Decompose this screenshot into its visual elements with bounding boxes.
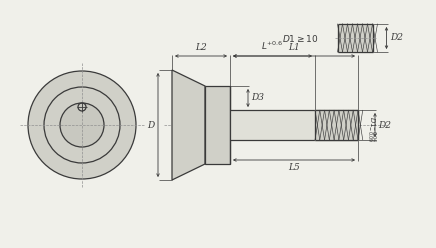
Text: L1: L1 (288, 43, 300, 53)
Text: L5: L5 (288, 163, 300, 173)
Circle shape (28, 71, 136, 179)
Circle shape (60, 103, 104, 147)
Polygon shape (230, 110, 358, 140)
Text: $L^{+0.6}$: $L^{+0.6}$ (261, 40, 284, 53)
Circle shape (44, 87, 120, 163)
Polygon shape (172, 70, 205, 180)
Polygon shape (315, 110, 358, 140)
Text: D2: D2 (390, 33, 403, 42)
Text: $D1^{-0.04}_{-0.09}$: $D1^{-0.04}_{-0.09}$ (364, 116, 377, 142)
Polygon shape (337, 24, 372, 52)
Text: $D1 \geq 10$: $D1 \geq 10$ (283, 32, 319, 43)
Polygon shape (205, 86, 230, 164)
Text: D2: D2 (378, 121, 392, 129)
Text: L2: L2 (195, 43, 207, 53)
Text: D3: D3 (252, 93, 265, 102)
Text: D: D (147, 121, 154, 129)
